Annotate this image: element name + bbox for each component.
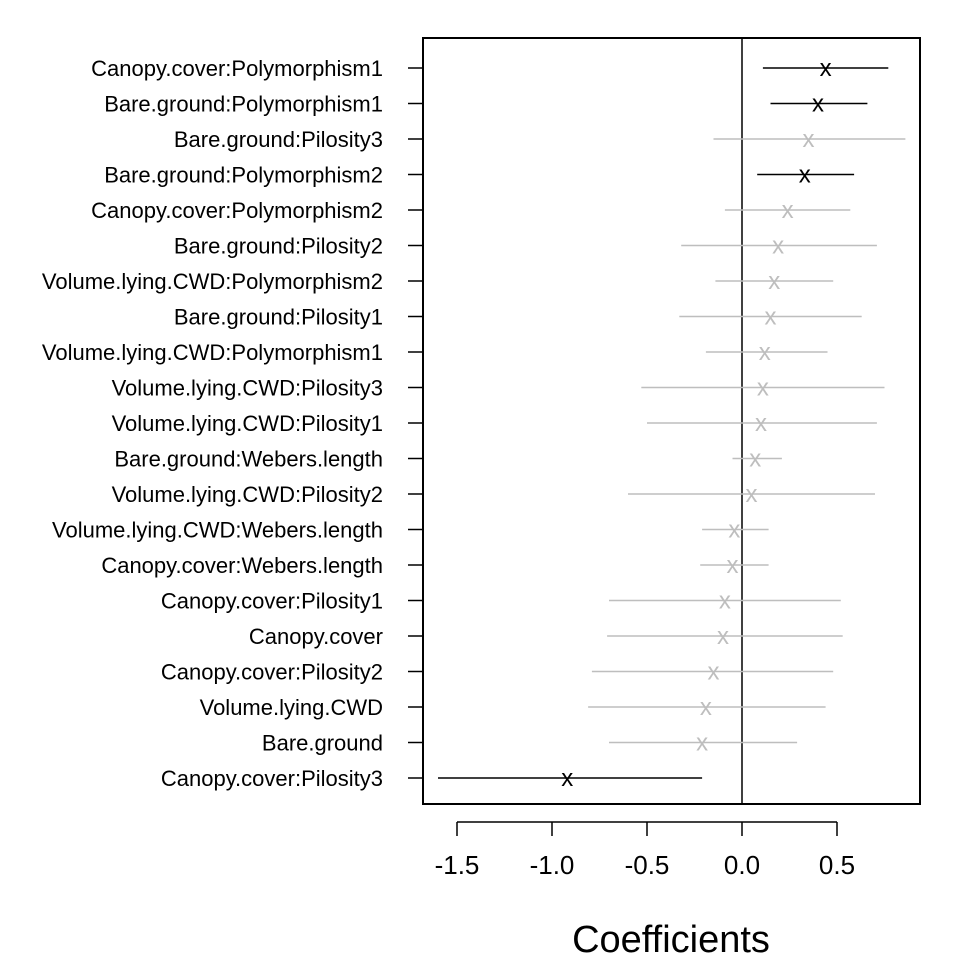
category-label: Bare.ground	[262, 731, 383, 756]
category-label: Canopy.cover:Polymorphism2	[91, 198, 383, 223]
estimate-marker: x	[696, 730, 708, 757]
category-label: Volume.lying.CWD:Pilosity2	[112, 482, 383, 507]
category-label: Volume.lying.CWD:Polymorphism1	[42, 340, 383, 365]
category-label: Bare.ground:Pilosity1	[174, 305, 383, 330]
estimate-marker: x	[717, 623, 729, 650]
category-label: Canopy.cover:Webers.length	[101, 553, 383, 578]
category-label: Volume.lying.CWD:Webers.length	[52, 518, 383, 543]
estimate-marker: x	[746, 481, 758, 508]
x-tick-label: -1.5	[435, 850, 480, 880]
estimate-marker: x	[700, 694, 712, 721]
category-label: Bare.ground:Pilosity3	[174, 127, 383, 152]
estimate-marker: x	[727, 552, 739, 579]
estimate-marker: x	[561, 765, 573, 792]
estimate-marker: x	[728, 517, 740, 544]
estimate-marker: x	[799, 162, 811, 189]
estimate-marker: x	[749, 446, 761, 473]
estimate-marker: x	[768, 268, 780, 295]
estimate-marker: x	[803, 126, 815, 153]
estimate-marker: x	[755, 410, 767, 437]
estimate-marker: x	[820, 55, 832, 82]
x-axis: -1.5 -1.0 -0.5 0.0 0.5	[435, 821, 855, 880]
estimate-marker: x	[812, 91, 824, 118]
category-label: Canopy.cover:Pilosity2	[161, 660, 383, 685]
category-label: Canopy.cover:Pilosity1	[161, 589, 383, 614]
x-tick-label: 0.0	[724, 850, 760, 880]
estimate-marker: x	[782, 197, 794, 224]
chart-marks: Canopy.cover:Polymorphism1 x Bare.ground:P…	[42, 38, 906, 804]
category-label: Canopy.cover	[249, 624, 383, 649]
category-label: Volume.lying.CWD:Pilosity3	[112, 376, 383, 401]
category-label: Bare.ground:Webers.length	[114, 447, 383, 472]
x-tick-label: -0.5	[625, 850, 670, 880]
category-label: Volume.lying.CWD:Polymorphism2	[42, 269, 383, 294]
plot-frame	[422, 37, 921, 805]
x-tick-label: 0.5	[819, 850, 855, 880]
estimate-marker: x	[708, 659, 720, 686]
category-label: Canopy.cover:Pilosity3	[161, 766, 383, 791]
estimate-marker: x	[765, 304, 777, 331]
category-label: Canopy.cover:Polymorphism1	[91, 56, 383, 81]
x-tick-label: -1.0	[530, 850, 575, 880]
estimate-marker: x	[772, 233, 784, 260]
estimate-marker: x	[759, 339, 771, 366]
x-axis-title: Coefficients	[572, 919, 770, 960]
estimate-marker: x	[719, 588, 731, 615]
category-label: Bare.ground:Polymorphism2	[104, 163, 383, 188]
category-label: Bare.ground:Polymorphism1	[104, 92, 383, 117]
estimate-marker: x	[757, 375, 769, 402]
category-label: Volume.lying.CWD:Pilosity1	[112, 411, 383, 436]
category-label: Bare.ground:Pilosity2	[174, 234, 383, 259]
category-label: Volume.lying.CWD	[200, 695, 383, 720]
